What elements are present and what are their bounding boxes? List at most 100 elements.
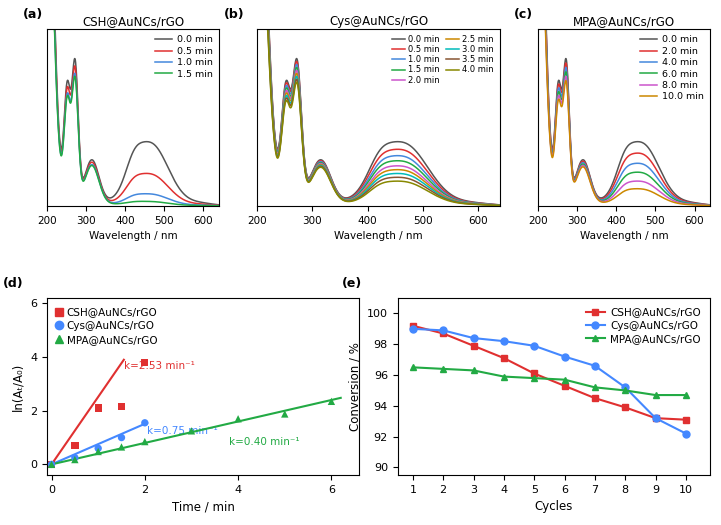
0.5 min xyxy=(315,158,324,164)
0.0 min xyxy=(435,181,444,187)
Line: 2.5 min: 2.5 min xyxy=(257,29,500,205)
2.5 min xyxy=(495,202,504,208)
8.0 min xyxy=(534,26,542,32)
Line: 0.0 min: 0.0 min xyxy=(538,29,710,205)
3.5 min xyxy=(415,180,423,186)
X-axis label: Wavelength / nm: Wavelength / nm xyxy=(89,231,177,241)
8.0 min xyxy=(663,194,672,201)
Point xyxy=(45,460,57,469)
Legend: CSH@AuNCs/rGO, Cys@AuNCs/rGO, MPA@AuNCs/rGO: CSH@AuNCs/rGO, Cys@AuNCs/rGO, MPA@AuNCs/… xyxy=(582,303,705,348)
2.0 min xyxy=(578,158,587,164)
8.0 min xyxy=(649,183,658,190)
1.0 min xyxy=(144,191,153,197)
1.0 min xyxy=(43,26,51,32)
10.0 min xyxy=(534,26,542,32)
4.0 min xyxy=(635,160,644,166)
4.0 min xyxy=(564,97,572,103)
1.0 min xyxy=(415,163,423,169)
1.0 min xyxy=(296,94,304,100)
0.0 min xyxy=(706,202,715,208)
2.0 min xyxy=(706,202,715,208)
Point xyxy=(326,397,337,405)
Title: MPA@AuNCs/rGO: MPA@AuNCs/rGO xyxy=(573,15,675,28)
1.0 min xyxy=(435,186,444,192)
Point xyxy=(139,358,151,366)
8.0 min xyxy=(635,178,644,184)
2.0 min xyxy=(564,93,572,99)
0.0 min xyxy=(363,172,371,178)
X-axis label: Time / min: Time / min xyxy=(172,500,234,513)
2.0 min xyxy=(649,161,658,167)
1.0 min xyxy=(363,178,371,184)
0.0 min xyxy=(172,181,181,187)
10.0 min xyxy=(649,189,658,195)
1.0 min xyxy=(253,26,262,32)
4.0 min xyxy=(253,26,262,32)
2.5 min xyxy=(363,185,371,191)
6.0 min xyxy=(534,26,542,32)
1.5 min xyxy=(415,167,423,173)
Legend: 0.0 min, 2.0 min, 4.0 min, 6.0 min, 8.0 min, 10.0 min: 0.0 min, 2.0 min, 4.0 min, 6.0 min, 8.0 … xyxy=(638,34,705,103)
3.0 min xyxy=(396,171,404,177)
Text: (b): (b) xyxy=(224,8,244,21)
Point xyxy=(186,427,198,435)
0.5 min xyxy=(144,170,153,176)
10.0 min xyxy=(706,203,715,209)
Point xyxy=(92,404,104,412)
6.0 min xyxy=(611,186,620,192)
Point xyxy=(92,444,104,453)
Point xyxy=(69,455,81,464)
Line: 10.0 min: 10.0 min xyxy=(538,29,710,206)
10.0 min xyxy=(611,194,620,200)
Line: 1.0 min: 1.0 min xyxy=(257,29,500,205)
6.0 min xyxy=(649,176,658,182)
2.5 min xyxy=(296,101,304,107)
0.5 min xyxy=(363,175,371,181)
Text: k=0.75 min⁻¹: k=0.75 min⁻¹ xyxy=(147,426,218,436)
0.0 min xyxy=(663,181,672,187)
4.0 min xyxy=(649,169,658,175)
3.0 min xyxy=(415,177,423,183)
2.0 min xyxy=(363,183,371,189)
0.5 min xyxy=(215,202,224,208)
Point xyxy=(139,437,151,446)
4.0 min xyxy=(396,178,404,184)
Legend: 0.0 min, 0.5 min, 1.0 min, 1.5 min, 2.0 min, 2.5 min, 3.0 min, 3.5 min, 4.0 min: 0.0 min, 0.5 min, 1.0 min, 1.5 min, 2.0 … xyxy=(391,33,495,87)
Line: 2.0 min: 2.0 min xyxy=(538,29,710,205)
2.0 min xyxy=(415,171,423,177)
6.0 min xyxy=(635,169,644,175)
0.0 min xyxy=(649,152,658,158)
6.0 min xyxy=(578,161,587,167)
1.5 min xyxy=(215,203,224,209)
0.5 min xyxy=(73,95,81,101)
1.5 min xyxy=(495,202,504,208)
4.0 min xyxy=(415,183,423,190)
2.0 min xyxy=(635,150,644,156)
0.0 min xyxy=(120,172,129,178)
Point xyxy=(116,403,128,411)
0.0 min xyxy=(534,26,542,32)
Point xyxy=(45,460,57,469)
X-axis label: Wavelength / nm: Wavelength / nm xyxy=(580,231,668,241)
1.5 min xyxy=(157,199,166,205)
3.5 min xyxy=(253,26,262,32)
4.0 min xyxy=(706,202,715,208)
2.0 min xyxy=(611,177,620,183)
1.0 min xyxy=(215,203,224,209)
1.5 min xyxy=(315,160,324,166)
Line: 8.0 min: 8.0 min xyxy=(538,29,710,205)
0.0 min xyxy=(396,139,404,145)
2.0 min xyxy=(396,163,404,169)
Point xyxy=(69,454,81,462)
3.5 min xyxy=(495,202,504,208)
4.0 min xyxy=(534,26,542,32)
2.0 min xyxy=(435,189,444,195)
Y-axis label: Conversion / %: Conversion / % xyxy=(348,342,361,431)
2.0 min xyxy=(534,26,542,32)
1.5 min xyxy=(120,200,129,206)
2.0 min xyxy=(296,99,304,105)
10.0 min xyxy=(578,164,587,170)
3.5 min xyxy=(296,106,304,112)
Text: k=2.53 min⁻¹: k=2.53 min⁻¹ xyxy=(124,361,195,371)
4.0 min xyxy=(495,202,504,208)
